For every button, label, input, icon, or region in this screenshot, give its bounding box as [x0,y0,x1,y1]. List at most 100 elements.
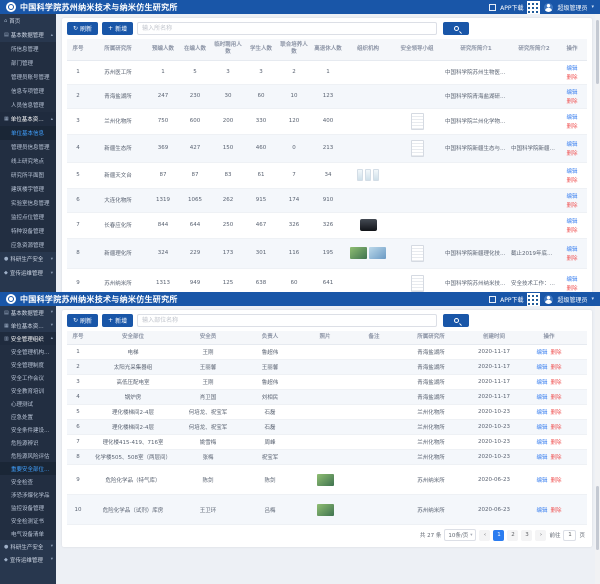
sidebar-item[interactable]: 安全条件建设项目 [0,423,56,436]
sidebar-item[interactable]: 安全管理制度 [0,358,56,371]
edit-link[interactable]: 编辑 [566,246,578,253]
search-input[interactable] [137,22,438,35]
delete-link[interactable]: 删除 [550,507,562,514]
photo-thumbnail[interactable] [350,247,367,260]
photo-thumbnail[interactable] [316,473,334,486]
sidebar-item[interactable]: 安全教育培训 [0,384,56,397]
delete-link[interactable]: 删除 [566,177,578,184]
scrollbar[interactable] [595,14,600,292]
edit-link[interactable]: 编辑 [566,168,578,175]
refresh-button[interactable]: ↻ 刷新 [67,314,99,327]
sidebar-item[interactable]: 电气设备清单 [0,527,56,540]
search-button[interactable] [443,314,470,327]
page-number-1[interactable]: 1 [493,529,505,541]
avatar[interactable] [544,294,554,304]
edit-link[interactable]: 编辑 [536,365,548,372]
edit-link[interactable]: 编辑 [566,218,578,225]
sidebar-item[interactable]: ⌂ 首页 [0,14,56,28]
delete-link[interactable]: 删除 [566,227,578,234]
delete-link[interactable]: 删除 [566,255,578,262]
delete-link[interactable]: 删除 [550,410,562,417]
edit-link[interactable]: 编辑 [566,141,578,148]
sidebar-item[interactable]: 危险源辨识 [0,436,56,449]
sidebar-item[interactable]: 管理员账号管理 [0,70,56,84]
sidebar-item[interactable]: 特种设备管理 [0,224,56,238]
avatar[interactable] [544,2,554,12]
delete-link[interactable]: 删除 [550,477,562,484]
photo-thumbnail[interactable] [316,503,334,516]
delete-link[interactable]: 删除 [550,440,562,447]
goto-page-input[interactable] [563,529,577,541]
sidebar-item[interactable]: 信息专项管理 [0,84,56,98]
sidebar-item[interactable]: 研究所平面图 [0,168,56,182]
sidebar-item[interactable]: 建筑楼宇管理 [0,182,56,196]
next-page-button[interactable]: › [535,529,547,541]
doc-thumbnail[interactable] [410,274,424,292]
delete-link[interactable]: 删除 [550,350,562,357]
sidebar-item[interactable]: 线上研究地点 [0,154,56,168]
scrollbar-thumb[interactable] [596,486,599,550]
edit-link[interactable]: 编辑 [536,350,548,357]
edit-link[interactable]: 编辑 [566,276,578,283]
doc-thumbnail[interactable] [410,112,424,130]
app-download-label[interactable]: APP下载 [500,4,524,12]
edit-link[interactable]: 编辑 [536,380,548,387]
fullscreen-icon[interactable] [489,295,497,303]
add-button[interactable]: + 新增 [102,314,134,327]
delete-link[interactable]: 删除 [566,123,578,130]
sidebar-item[interactable]: 单位基本信息 [0,126,56,140]
app-download-label[interactable]: APP下载 [500,296,524,304]
delete-link[interactable]: 删除 [550,425,562,432]
edit-link[interactable]: 编辑 [536,507,548,514]
edit-link[interactable]: 编辑 [536,410,548,417]
page-size-select[interactable]: 10条/页 ▾ [444,529,477,542]
sidebar-item[interactable]: 安全工作会议 [0,371,56,384]
edit-link[interactable]: 编辑 [566,114,578,121]
edit-link[interactable]: 编辑 [566,89,578,96]
sidebar-item[interactable]: 监控设备管理 [0,501,56,514]
sidebar-item[interactable]: 应急处置 [0,410,56,423]
delete-link[interactable]: 删除 [550,395,562,402]
admin-name[interactable]: 超级管理员 [557,4,588,12]
page-number-2[interactable]: 2 [507,529,519,541]
edit-link[interactable]: 编辑 [536,440,548,447]
delete-link[interactable]: 删除 [566,150,578,157]
add-button[interactable]: + 新增 [102,22,134,35]
sidebar-item[interactable]: 危险源风险评估 [0,449,56,462]
sidebar-item[interactable]: 心理测试 [0,397,56,410]
sidebar-item[interactable]: 安全检查 [0,475,56,488]
delete-link[interactable]: 删除 [550,380,562,387]
sidebar-item[interactable]: ▦单位基本资料管理▾ [0,319,56,332]
edit-link[interactable]: 编辑 [536,425,548,432]
edit-link[interactable]: 编辑 [536,477,548,484]
sidebar-item[interactable]: 安全检测证书 [0,514,56,527]
page-number-3[interactable]: 3 [521,529,533,541]
doc-thumbnail[interactable] [410,139,424,157]
sidebar-item[interactable]: 部门管理 [0,56,56,70]
sidebar-item[interactable]: ● 科研生产安全 ▾ [0,540,56,553]
delete-link[interactable]: 删除 [566,98,578,105]
scrollbar[interactable] [595,306,600,584]
sidebar-item[interactable]: 重要安全部位管理 [0,462,56,475]
sidebar-item[interactable]: 应急资源管理 [0,238,56,252]
sidebar-item[interactable]: ▥ 安全管理组织 ▴ [0,332,56,345]
edit-link[interactable]: 编辑 [566,193,578,200]
fullscreen-icon[interactable] [489,3,497,11]
refresh-button[interactable]: ↻ 刷新 [67,22,99,35]
prev-page-button[interactable]: ‹ [479,529,491,541]
sidebar-item[interactable]: 人员信息管理 [0,98,56,112]
device-thumbnail[interactable] [359,219,377,232]
sidebar-item[interactable]: ▤ 基本数据管理 ▾ [0,306,56,319]
sidebar-item[interactable]: 涉恐涉爆化学品 [0,488,56,501]
sidebar-item[interactable]: 管理员信息管理 [0,140,56,154]
delete-link[interactable]: 删除 [566,74,578,81]
search-input[interactable] [137,314,438,327]
delete-link[interactable]: 删除 [566,202,578,209]
photo2-thumbnail[interactable] [369,247,386,260]
delete-link[interactable]: 删除 [550,365,562,372]
edit-link[interactable]: 编辑 [536,455,548,462]
bottle-thumbnail[interactable] [365,169,371,182]
scrollbar-thumb[interactable] [596,20,599,84]
edit-link[interactable]: 编辑 [566,65,578,72]
edit-link[interactable]: 编辑 [536,395,548,402]
